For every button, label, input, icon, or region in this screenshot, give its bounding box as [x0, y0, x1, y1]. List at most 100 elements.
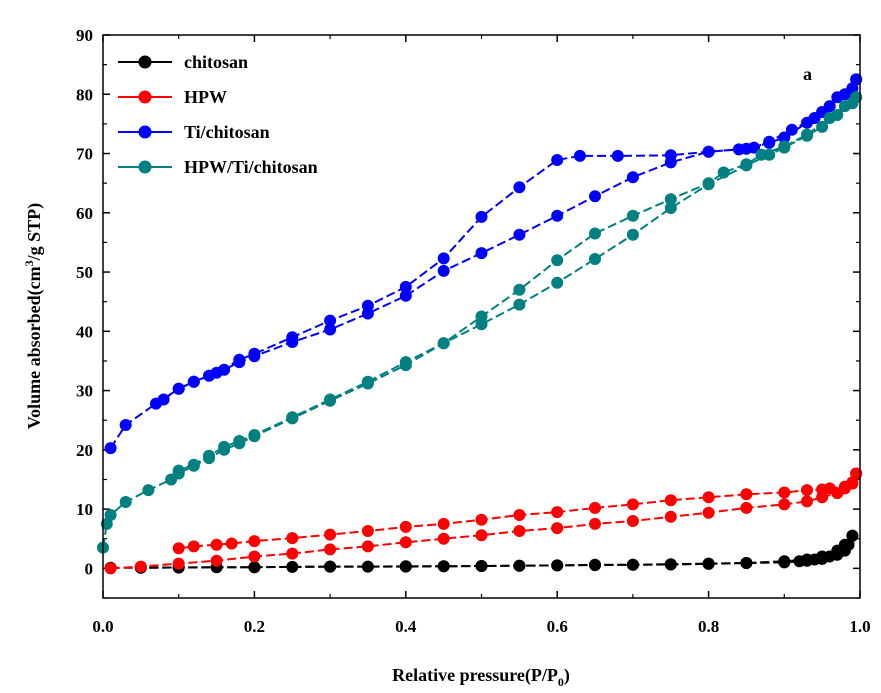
adsorption-point	[172, 557, 185, 570]
x-tick-label: 1.0	[849, 617, 870, 636]
desorption-point	[324, 393, 337, 406]
desorption-point	[838, 100, 851, 113]
adsorption-point	[589, 190, 601, 203]
adsorption-point	[626, 515, 639, 527]
adsorption-point	[104, 509, 117, 521]
desorption-point	[778, 555, 791, 568]
adsorption-point	[119, 419, 132, 431]
adsorption-point	[437, 532, 450, 545]
desorption-point	[172, 382, 185, 395]
x-tick-label: 0.6	[547, 617, 568, 636]
desorption-point	[248, 429, 261, 441]
y-tick-label: 10	[76, 500, 93, 519]
desorption-point	[702, 177, 715, 190]
desorption-point	[748, 141, 760, 154]
desorption-point	[702, 145, 715, 158]
desorption-point	[437, 560, 450, 573]
series-layer	[97, 73, 863, 575]
adsorption-point	[248, 550, 261, 563]
desorption-point	[286, 532, 299, 545]
adsorption-point	[551, 522, 564, 535]
desorption-point	[589, 227, 601, 240]
desorption-point	[437, 517, 450, 530]
desorption-point	[664, 149, 677, 162]
desorption-point	[475, 513, 488, 526]
adsorption-point	[361, 560, 374, 573]
desorption-point	[248, 561, 261, 574]
desorption-point	[187, 375, 200, 388]
desorption-point	[732, 143, 745, 156]
legend-item: HPW	[118, 87, 227, 107]
desorption-point	[755, 148, 768, 161]
legend: chitosan HPW Ti/chitosan HPW/Ti/chitosan	[118, 52, 318, 177]
adsorption-point	[702, 506, 715, 519]
desorption-point	[763, 135, 776, 148]
desorption-point	[801, 128, 813, 141]
desorption-point	[740, 557, 753, 569]
adsorption-point	[286, 547, 299, 560]
y-tick-label: 30	[76, 382, 93, 401]
desorption-point	[437, 337, 450, 350]
desorption-point	[551, 254, 564, 267]
x-tick-label: 0.2	[244, 617, 265, 636]
desorption-point	[210, 366, 223, 379]
desorption-point	[399, 520, 412, 533]
adsorption-point	[589, 253, 601, 265]
desorption-point	[286, 411, 299, 424]
desorption-point	[513, 283, 526, 296]
legend-marker	[138, 55, 152, 69]
desorption-point	[475, 310, 488, 323]
series-hpw	[104, 467, 863, 575]
desorption-line	[163, 78, 857, 401]
desorption-point	[626, 209, 639, 222]
x-tick-label: 0.8	[698, 617, 719, 636]
desorption-point	[248, 347, 261, 360]
desorption-point	[664, 558, 677, 571]
desorption-point	[210, 538, 223, 551]
desorption-point	[664, 494, 677, 507]
adsorption-point	[664, 202, 677, 214]
x-tick-labels: 0.0 0.2 0.4 0.6 0.8 1.0	[92, 617, 870, 636]
desorption-point	[702, 491, 715, 504]
adsorption-point	[399, 289, 412, 302]
adsorption-point	[626, 228, 639, 241]
desorption-point	[838, 88, 851, 101]
adsorption-point	[513, 298, 526, 311]
adsorption-point	[551, 276, 564, 289]
desorption-point	[702, 557, 715, 570]
desorption-point	[361, 375, 374, 388]
desorption-point	[324, 560, 337, 573]
adsorption-point	[513, 525, 526, 537]
legend-item: chitosan	[118, 52, 248, 72]
desorption-point	[475, 560, 488, 572]
desorption-point	[225, 537, 238, 550]
desorption-point	[157, 393, 170, 406]
desorption-point	[172, 464, 185, 477]
desorption-point	[664, 193, 677, 206]
adsorption-point	[513, 228, 526, 241]
x-axis-label: Relative pressure(P/P0)	[392, 665, 570, 689]
desorption-point	[626, 558, 639, 571]
adsorption-point	[626, 171, 639, 184]
desorption-point	[846, 529, 859, 542]
desorption-point	[589, 501, 601, 514]
adsorption-point	[324, 323, 337, 336]
y-tick-label: 50	[76, 263, 93, 282]
y-tick-label: 60	[76, 204, 93, 223]
adsorption-point	[119, 496, 132, 508]
desorption-point	[850, 91, 863, 104]
desorption-point	[589, 558, 601, 571]
desorption-point	[808, 112, 821, 124]
desorption-point	[816, 483, 829, 496]
legend-label: HPW	[184, 87, 227, 107]
desorption-point	[324, 528, 337, 541]
adsorption-point	[778, 498, 791, 511]
adsorption-point	[437, 264, 450, 277]
desorption-point	[838, 480, 851, 493]
legend-label: HPW/Ti/chitosan	[184, 157, 318, 177]
adsorption-point	[475, 529, 488, 542]
y-axis-label: Volume absorbed(cm3/g STP)	[22, 203, 45, 429]
desorption-point	[823, 100, 836, 113]
adsorption-point	[816, 120, 829, 133]
desorption-point	[361, 299, 374, 312]
